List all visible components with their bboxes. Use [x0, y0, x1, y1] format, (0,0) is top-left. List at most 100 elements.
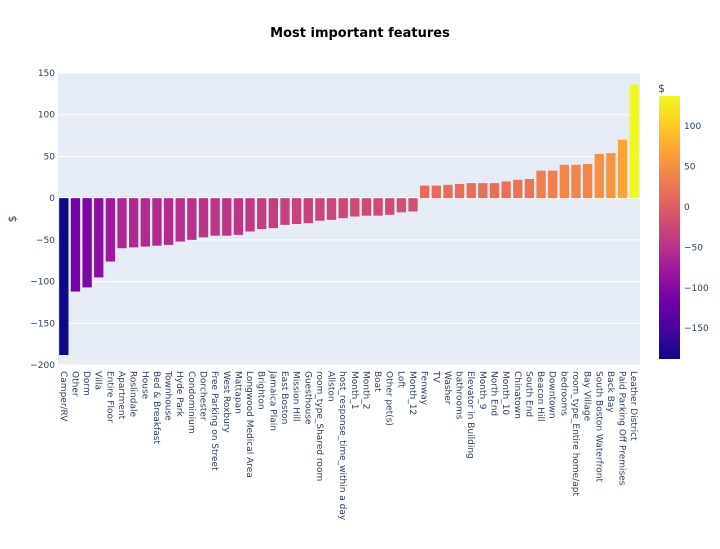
x-tick-label: South End — [523, 371, 533, 417]
x-tick-label: Other — [69, 371, 79, 397]
colorbar-tick-label: 100 — [684, 122, 701, 132]
x-tick-label: Apartment — [116, 371, 126, 420]
bar — [140, 198, 150, 247]
bar — [105, 198, 116, 262]
y-tick-label: −150 — [30, 319, 55, 329]
bar — [59, 198, 69, 355]
x-tick-label: East Boston — [279, 371, 289, 424]
bar — [443, 184, 453, 199]
bar — [198, 198, 209, 238]
x-tick-label: West Roxbury — [221, 371, 231, 434]
x-tick-label: Brighton — [256, 371, 266, 410]
bar — [129, 198, 139, 248]
x-tick-label: Mattapan — [232, 371, 242, 414]
bar — [571, 164, 581, 199]
bar — [617, 139, 628, 199]
bar — [70, 198, 81, 292]
bar — [350, 198, 360, 217]
bar — [385, 198, 395, 215]
x-tick-label: Dorm — [81, 371, 91, 396]
x-tick-label: South Boston Waterfront — [593, 371, 603, 482]
y-axis-ticks: 150 100 50 0 −50 −100 −150 −200 — [30, 69, 55, 371]
x-axis-ticks: Camper/RV Other Dorm Villa Entire Floor Apart… — [58, 370, 638, 521]
bar — [524, 178, 535, 199]
bar — [606, 153, 616, 199]
bar — [466, 183, 476, 199]
x-tick-label: North End — [489, 371, 499, 416]
x-tick-label: Hyde Park — [174, 371, 184, 417]
bar — [163, 198, 174, 245]
x-tick-label: host_response_time_within a day — [337, 371, 347, 521]
bar — [291, 198, 302, 225]
y-tick-label: −50 — [36, 236, 55, 246]
x-tick-label: Free Parking on Street — [209, 371, 219, 471]
chart-title: Most important features — [270, 26, 450, 41]
y-tick-label: 50 — [44, 152, 56, 162]
colorbar-tick-label: 0 — [684, 203, 690, 213]
colorbar-tick-label: 50 — [684, 162, 696, 172]
bar — [373, 198, 383, 216]
x-tick-label: Elevator in Building — [465, 371, 475, 459]
x-tick-label: Condominium — [186, 371, 196, 434]
x-tick-label: Townhouse — [163, 370, 173, 421]
x-tick-label: Guesthouse — [302, 371, 312, 425]
bar — [94, 198, 104, 278]
colorbar-tick-label: −50 — [684, 243, 703, 253]
x-tick-label: Fenway — [419, 371, 429, 406]
bar — [489, 183, 500, 199]
x-tick-label: Dorchester — [198, 371, 208, 421]
bar — [338, 198, 348, 219]
x-tick-label: Entire Floor — [104, 371, 114, 423]
x-tick-label: Month_10 — [500, 371, 510, 415]
x-tick-label: room_type_Entire home/apt — [570, 371, 580, 496]
bar — [175, 198, 185, 242]
bar — [222, 198, 232, 236]
x-tick-label: room_type_Shared room — [314, 371, 324, 481]
x-tick-label: Leather District — [628, 371, 638, 441]
colorbar-title: $ — [658, 82, 665, 95]
x-tick-label: Washer — [442, 371, 452, 405]
y-tick-label: 0 — [49, 194, 55, 204]
x-tick-label: Allston — [326, 371, 336, 402]
bar — [420, 185, 430, 199]
y-tick-label: 100 — [38, 111, 55, 121]
bar — [268, 198, 278, 229]
x-tick-label: Roslindale — [128, 371, 138, 417]
x-tick-label: Back Bay — [605, 371, 615, 413]
bar — [513, 179, 523, 199]
x-tick-label: Month_2 — [360, 371, 370, 409]
bar — [408, 198, 418, 212]
x-tick-label: Camper/RV — [58, 371, 68, 422]
bar — [326, 198, 337, 220]
x-tick-label: Villa — [93, 371, 103, 390]
x-tick-label: Loft — [395, 371, 405, 388]
y-axis-label: $ — [6, 216, 19, 223]
y-tick-label: −200 — [30, 361, 55, 371]
bar — [361, 198, 372, 216]
x-tick-label: Downtown — [547, 371, 557, 419]
bar — [478, 183, 488, 199]
bar — [501, 181, 511, 199]
x-tick-label: Other pet(s) — [384, 371, 394, 426]
bar — [152, 198, 162, 246]
y-tick-label: 150 — [38, 69, 55, 79]
bar — [245, 198, 255, 232]
bar — [536, 170, 546, 199]
colorbar: $ 100 50 0 −50 −100 −150 — [658, 82, 709, 359]
bar — [454, 183, 465, 199]
bar — [431, 185, 441, 199]
x-tick-label: bedrooms — [558, 371, 568, 416]
x-tick-label: Month_12 — [407, 371, 417, 415]
x-tick-label: Bay Village — [582, 371, 592, 422]
colorbar-gradient — [659, 96, 680, 359]
bar — [548, 170, 558, 199]
bar — [257, 198, 267, 230]
bar — [82, 198, 92, 288]
x-tick-label: House — [139, 371, 149, 400]
colorbar-tick-label: −100 — [684, 284, 709, 294]
bar — [303, 198, 313, 224]
bar — [280, 198, 290, 225]
bar — [187, 198, 197, 240]
x-tick-label: Paid Parking Off Premises — [617, 371, 627, 486]
